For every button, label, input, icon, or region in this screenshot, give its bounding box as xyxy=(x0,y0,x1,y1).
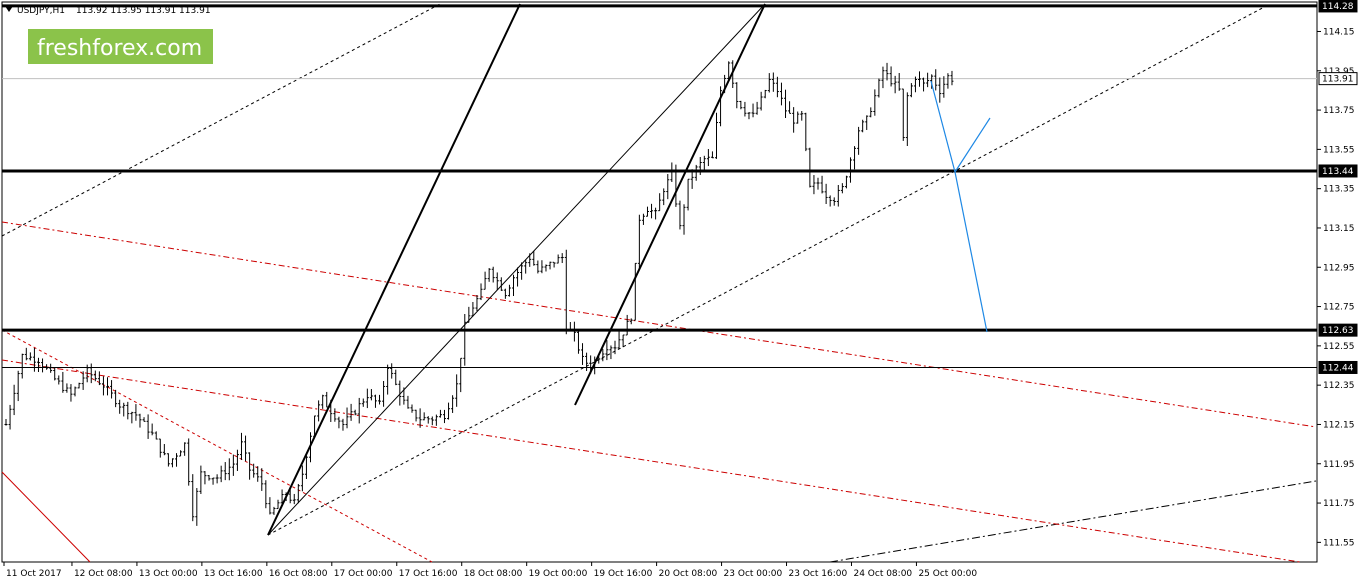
y-tick-label: 114.15 xyxy=(1323,27,1355,37)
red-channel xyxy=(1,221,1317,563)
forecast-alt-up xyxy=(954,117,991,173)
forecast-down-1 xyxy=(930,80,956,173)
y-tick-label: 113.55 xyxy=(1323,145,1355,155)
level-tag-label: 112.63 xyxy=(1322,326,1354,336)
red-channel-upper xyxy=(1,221,1317,428)
x-tick-label: 23 Oct 16:00 xyxy=(789,569,848,579)
y-tick-label: 112.15 xyxy=(1323,420,1355,430)
forecast-down-2 xyxy=(954,171,988,333)
level-tag-bg xyxy=(1318,323,1358,337)
horizontal-levels xyxy=(2,4,1317,368)
y-tick-label: 111.55 xyxy=(1323,538,1355,548)
x-tick-label: 18 Oct 08:00 xyxy=(464,569,523,579)
upper-dotted-trendline xyxy=(1,3,441,237)
x-tick-label: 17 Oct 00:00 xyxy=(334,569,393,579)
x-tick-label: 20 Oct 08:00 xyxy=(659,569,718,579)
steep-trendline-2 xyxy=(574,3,766,406)
y-tick-label: 112.95 xyxy=(1323,263,1355,273)
chart-header: USDJPY,H1 113.92 113.95 113.91 113.91 xyxy=(5,6,211,16)
price-candles xyxy=(4,60,954,526)
red-solid-line xyxy=(1,471,91,563)
price-axis: 114.15 113.95 113.75 113.55 113.35 113.15 112.… xyxy=(1317,0,1358,548)
x-tick-label: 12 Oct 08:00 xyxy=(74,569,133,579)
y-tick-label: 111.75 xyxy=(1323,499,1355,509)
x-tick-label: 13 Oct 00:00 xyxy=(139,569,198,579)
watermark-background xyxy=(28,29,213,64)
x-tick-label: 19 Oct 00:00 xyxy=(529,569,588,579)
forecast-path xyxy=(930,80,991,333)
y-tick-label: 112.75 xyxy=(1323,303,1355,313)
bold-trendlines xyxy=(267,3,766,536)
symbol-label: USDJPY,H1 xyxy=(17,6,65,16)
y-tick-label: 112.35 xyxy=(1323,381,1355,391)
x-tick-label: 23 Oct 00:00 xyxy=(724,569,783,579)
x-tick-label: 24 Oct 08:00 xyxy=(853,569,912,579)
red-channel-lower xyxy=(1,359,1301,563)
x-tick-label: 19 Oct 16:00 xyxy=(594,569,653,579)
lower-dashdot-trendline xyxy=(829,480,1317,563)
level-tag-label: 113.91 xyxy=(1322,75,1354,85)
plot-frame xyxy=(1,1,1318,563)
y-tick-label: 113.75 xyxy=(1323,106,1355,116)
time-axis: 11 Oct 2017 12 Oct 08:00 13 Oct 00:00 13 Oc… xyxy=(3,562,977,579)
dotted-channel xyxy=(1,3,1317,563)
level-tag-bg xyxy=(1318,360,1358,374)
y-tick-label: 111.95 xyxy=(1323,460,1355,470)
x-tick-label: 17 Oct 16:00 xyxy=(399,569,458,579)
watermark: freshforex.com xyxy=(28,29,213,64)
level-tag-label: 113.44 xyxy=(1322,167,1354,177)
level-tag-bg xyxy=(1318,164,1358,178)
y-tick-label: 113.15 xyxy=(1323,224,1355,234)
y-tick-label: 112.55 xyxy=(1323,342,1355,352)
x-tick-label: 25 Oct 00:00 xyxy=(918,569,977,579)
watermark-text: freshforex.com xyxy=(37,36,202,61)
x-tick-label: 13 Oct 16:00 xyxy=(204,569,263,579)
x-tick-label: 16 Oct 08:00 xyxy=(269,569,328,579)
ohlc-label: 113.92 113.95 113.91 113.91 xyxy=(76,6,211,16)
level-tag-label: 114.28 xyxy=(1322,2,1354,12)
level-tag-bg xyxy=(1318,72,1358,86)
x-tick-label: 11 Oct 2017 xyxy=(6,569,62,579)
level-tag-bg xyxy=(1318,0,1358,13)
y-tick-label: 113.35 xyxy=(1323,185,1355,195)
dropdown-triangle-icon[interactable] xyxy=(5,6,13,12)
level-tag-label: 112.44 xyxy=(1322,363,1354,373)
y-tick-label: 113.95 xyxy=(1323,67,1355,77)
thin-trendline xyxy=(267,3,766,536)
steep-trendline-1 xyxy=(267,3,521,536)
